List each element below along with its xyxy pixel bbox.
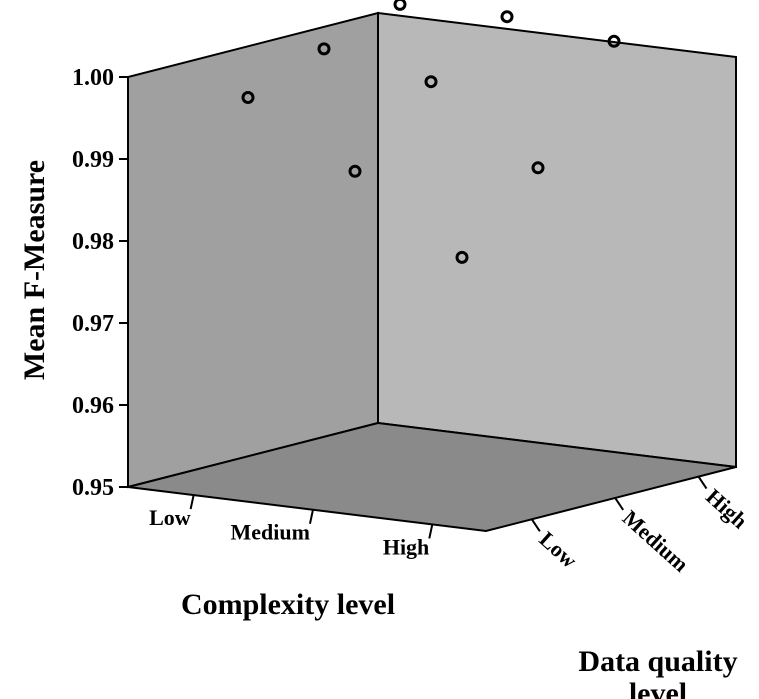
y-axis: 0.95 0.96 0.97 0.98 0.99 1.00: [72, 65, 129, 501]
quality-tick: [697, 476, 708, 490]
quality-tick-label: Low: [534, 526, 582, 572]
complexity-tick-label: High: [383, 534, 429, 559]
y-tick-label: 0.96: [72, 393, 114, 419]
data-points: [241, 0, 621, 264]
floor-plane: [127, 421, 737, 533]
quality-tick-label: Medium: [618, 505, 694, 577]
data-point: [348, 164, 362, 178]
data-point: [500, 10, 514, 24]
data-point: [424, 75, 438, 89]
y-tick-label: 0.95: [72, 475, 114, 501]
y-tick-label: 0.99: [72, 147, 114, 173]
data-point: [317, 42, 331, 56]
data-point: [455, 250, 469, 264]
complexity-tick: [189, 494, 195, 510]
data-point: [393, 0, 407, 11]
back-left-wall: [127, 11, 379, 489]
quality-tick: [531, 518, 541, 532]
y-tick-label: 1.00: [72, 65, 114, 91]
quality-tick-label: High: [701, 484, 752, 534]
complexity-tick: [428, 524, 434, 539]
data-point: [241, 91, 255, 104]
y-axis-title: Mean F-Measure: [18, 160, 51, 380]
quality-axis-title-line-2: level: [629, 677, 687, 699]
y-tick-label: 0.98: [72, 229, 114, 255]
data-point: [531, 161, 545, 175]
quality-tick: [614, 497, 624, 511]
quality-axis-title-line-1: Data quality: [578, 645, 737, 678]
complexity-tick-label: Low: [149, 505, 191, 530]
complexity-tick-label: Medium: [231, 520, 310, 545]
complexity-axis: Low Medium High: [149, 494, 434, 559]
data-point: [607, 34, 621, 48]
complexity-tick: [308, 509, 314, 524]
y-tick-label: 0.97: [72, 311, 114, 337]
back-right-wall: [377, 11, 737, 469]
complexity-axis-title: Complexity level: [181, 588, 395, 621]
